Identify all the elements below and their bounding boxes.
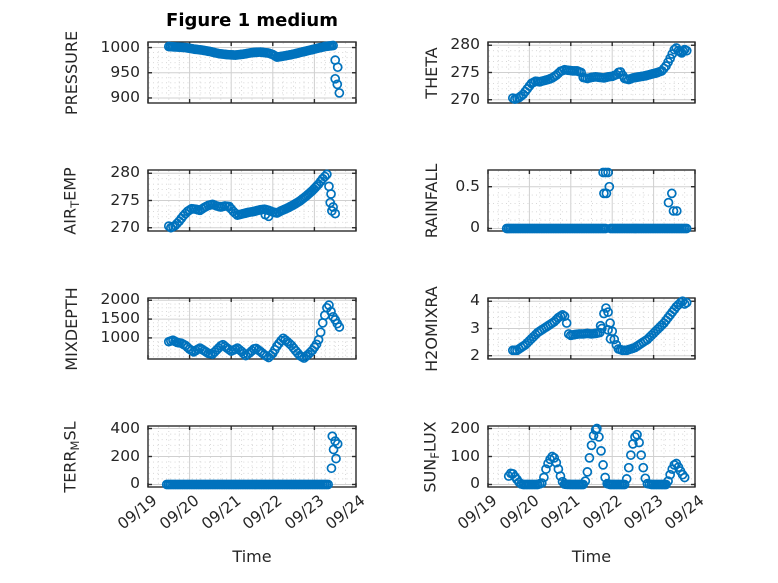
- y-axis-label-text: TERR: [60, 449, 80, 493]
- data-series-sun-flux: [503, 423, 690, 490]
- y-tick-label: 200: [450, 418, 480, 437]
- y-axis-label-sun-flux: SUNFLUX: [420, 420, 443, 493]
- y-axis-label-text: SUN: [420, 458, 440, 493]
- y-tick-label: 950: [110, 62, 140, 81]
- data-series-terr-msl: [161, 431, 343, 490]
- x-axis-label-time: Time: [232, 547, 272, 566]
- y-axis-label-text: PRESSURE: [62, 30, 81, 115]
- x-tick-label: 09/23: [280, 491, 328, 534]
- y-tick-label: 200: [110, 446, 140, 465]
- y-axis-label-terr-msl: TERRMSL: [60, 420, 83, 493]
- y-axis-label-subscript: T: [68, 200, 83, 208]
- y-tick-label: 280: [110, 163, 140, 182]
- y-axis-label-text: H2OMIXRA: [422, 285, 441, 372]
- data-series-rainfall: [501, 167, 692, 234]
- x-tick-label: 09/24: [661, 491, 708, 534]
- y-tick-label: 0: [130, 474, 140, 493]
- y-tick-label: 0.5: [455, 176, 480, 195]
- data-series-mixdepth: [163, 300, 345, 363]
- y-axis-label-pressure: PRESSURE: [62, 30, 81, 115]
- x-axis-label-time: Time: [571, 547, 612, 566]
- minor-grid: [148, 42, 356, 103]
- y-axis-label-text: RAINFALL: [422, 163, 441, 238]
- y-axis-label-text: AIR: [60, 207, 80, 235]
- axes-frame: [147, 169, 357, 232]
- axes-frame: [487, 41, 696, 104]
- y-axis-label-text: EMP: [60, 166, 80, 201]
- y-tick-label: 4: [470, 291, 480, 310]
- data-series-air-temp: [163, 169, 341, 233]
- y-axis-label-text: SL: [60, 420, 80, 441]
- y-tick-label: 1500: [100, 309, 140, 328]
- x-tick-label: 09/22: [578, 491, 626, 534]
- major-grid: [148, 426, 356, 487]
- y-axis-label-air-temp: AIRTEMP: [60, 166, 83, 235]
- subplot-air-temp: [147, 169, 357, 233]
- y-tick-label: 900: [110, 87, 140, 106]
- y-tick-label: 1000: [100, 37, 140, 56]
- y-axis-label-text: MIXDEPTH: [62, 286, 81, 371]
- y-tick-label: 3: [470, 318, 480, 337]
- y-axis-label-text: LUX: [420, 420, 440, 452]
- data-series-pressure: [163, 40, 345, 98]
- subplot-h2omixra: [487, 296, 696, 360]
- y-axis-label-h2omixra: H2OMIXRA: [422, 285, 441, 372]
- y-tick-label: 100: [450, 446, 480, 465]
- minor-grid: [488, 170, 695, 231]
- x-tick-label: 09/24: [322, 491, 369, 534]
- y-tick-label: 400: [110, 418, 140, 437]
- axes-frame: [147, 41, 357, 104]
- minor-grid: [148, 426, 356, 487]
- y-axis-label-subscript: M: [68, 440, 83, 450]
- subplot-terr-msl: [147, 425, 357, 490]
- x-tick-label: 09/21: [537, 491, 584, 534]
- y-tick-label: 0: [470, 218, 480, 237]
- x-tick-label: 09/19: [114, 491, 161, 534]
- subplot-pressure: [147, 40, 357, 104]
- x-tick-label: 09/23: [620, 491, 667, 534]
- subplot-sun-flux: [487, 423, 696, 490]
- y-axis-label-text: THETA: [422, 46, 441, 99]
- major-grid: [148, 170, 356, 231]
- y-tick-label: 280: [450, 35, 480, 54]
- axes-frame: [487, 169, 696, 232]
- major-grid: [488, 170, 695, 231]
- subplot-mixdepth: [147, 297, 357, 363]
- y-tick-label: 0: [470, 474, 480, 493]
- axes-frame: [487, 297, 696, 360]
- x-tick-label: 09/21: [197, 491, 245, 534]
- y-tick-label: 270: [450, 89, 480, 108]
- subplot-theta: [487, 41, 696, 105]
- data-series-h2omixra: [507, 296, 692, 356]
- data-series-theta: [507, 43, 692, 105]
- y-tick-label: 2: [470, 345, 480, 364]
- y-tick-label: 275: [450, 62, 480, 81]
- x-tick-label: 09/22: [239, 491, 286, 534]
- y-tick-label: 270: [110, 217, 140, 236]
- y-tick-label: 275: [110, 190, 140, 209]
- y-axis-label-theta: THETA: [422, 46, 441, 99]
- x-tick-label: 09/19: [454, 491, 501, 534]
- x-tick-label: 09/20: [495, 491, 543, 534]
- subplot-rainfall: [487, 167, 696, 234]
- y-tick-label: 1000: [100, 327, 140, 346]
- y-axis-label-rainfall: RAINFALL: [422, 163, 441, 238]
- figure-title: Figure 1 medium: [166, 10, 338, 31]
- x-tick-label: 09/20: [156, 491, 203, 534]
- y-axis-label-subscript: F: [428, 451, 443, 459]
- y-tick-label: 2000: [100, 290, 140, 309]
- y-axis-label-mixdepth: MIXDEPTH: [62, 286, 81, 371]
